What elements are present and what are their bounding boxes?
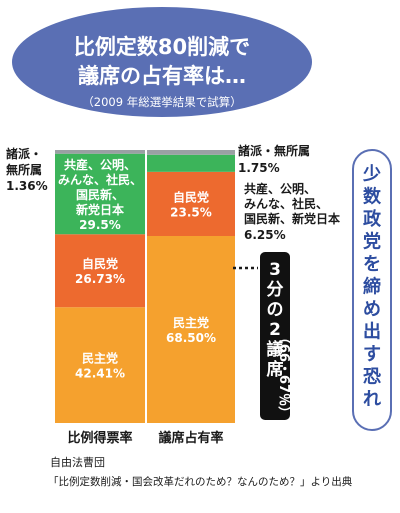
side-caption-char-10: れ	[363, 389, 381, 410]
bars-group	[55, 150, 235, 423]
category-label-0: 比例得票率	[67, 430, 132, 446]
bar-segment-1-2	[147, 154, 235, 172]
two-thirds-char-2: の	[267, 300, 284, 320]
side-caption-char-2: 政	[363, 208, 382, 230]
right-small-label-value: 6.25%	[244, 228, 286, 242]
side-caption-char-3: 党	[363, 231, 381, 253]
bar-label-1-1-1: 23.5%	[170, 205, 212, 219]
bar-label-0-2-2: 国民新、	[76, 187, 124, 202]
side-caption-char-8: す	[363, 344, 381, 365]
right-other-label-value: 1.75%	[238, 161, 280, 175]
side-caption-char-1: 数	[363, 186, 382, 208]
bar-label-0-2-3: 新党日本	[76, 202, 124, 217]
right-small-label-line-2: みんな、社民、	[244, 196, 328, 211]
bar-segment-0-1	[55, 234, 145, 308]
bar-segment-0-0	[55, 307, 145, 423]
side-caption-char-0: 少	[362, 164, 381, 185]
bar-label-0-1-1: 26.73%	[75, 272, 125, 286]
bar-labels-group: 民主党42.41%自民党26.73%共産、公明、みんな、社民、国民新、新党日本2…	[58, 157, 216, 381]
side-caption-frame	[352, 149, 392, 431]
title-bubble	[12, 7, 312, 117]
two-thirds-box	[260, 252, 290, 420]
title-line-1: 比例定数80削減で	[74, 35, 250, 59]
source-line-1: 自由法曹団	[50, 455, 105, 469]
two-thirds-value: （66・67％）	[276, 331, 292, 419]
side-caption-char-5: 締	[363, 276, 381, 298]
two-thirds-char-4: 議	[267, 339, 284, 360]
bar-label-0-2-4: 29.5%	[79, 218, 121, 232]
bar-segment-0-2	[55, 153, 145, 235]
bar-label-0-2-1: みんな、社民、	[58, 172, 142, 187]
side-caption-char-4: を	[363, 254, 381, 275]
side-caption-char-7: 出	[363, 321, 381, 343]
bar-segment-0-3	[55, 150, 145, 154]
left-other-label-value: 1.36%	[6, 179, 48, 193]
title-note: （2009 年総選挙結果で試算）	[82, 95, 241, 109]
two-thirds-char-0: 3	[269, 260, 281, 280]
bar-segment-1-3	[147, 150, 235, 155]
left-other-label-line-1: 諸派・	[6, 146, 42, 161]
bar-label-1-0-1: 68.50%	[166, 331, 216, 345]
bar-segment-1-1	[147, 171, 235, 236]
right-small-label-line-1: 共産、公明、	[244, 181, 316, 196]
right-small-label-line-3: 国民新、新党日本	[244, 211, 340, 226]
title-line-2: 議席の占有率は…	[78, 64, 246, 88]
two-thirds-char-3: 2	[269, 320, 281, 340]
bar-label-0-0-1: 42.41%	[75, 367, 125, 381]
category-label-1: 議席占有率	[158, 430, 223, 446]
bar-label-0-0-0: 民主党	[82, 351, 118, 366]
bar-label-1-1-0: 自民党	[173, 189, 209, 204]
two-thirds-char-1: 分	[267, 280, 284, 300]
left-other-label-line-2: 無所属	[6, 162, 42, 177]
bar-label-1-0-0: 民主党	[173, 315, 209, 330]
right-other-label-line-1: 諸派・無所属	[238, 143, 310, 158]
left-other-label: 諸派・ 無所属 1.36%	[6, 146, 48, 193]
right-small-label: 共産、公明、 みんな、社民、 国民新、新党日本 6.25%	[244, 181, 340, 242]
right-other-label: 諸派・無所属 1.75%	[238, 143, 310, 175]
side-caption-char-6: め	[363, 299, 381, 320]
two-thirds-char-5: 席	[267, 359, 284, 380]
bar-segment-1-0	[147, 235, 235, 423]
bar-label-0-2-0: 共産、公明、	[64, 157, 136, 172]
side-caption-char-9: 恐	[363, 367, 381, 388]
bar-label-0-1-0: 自民党	[82, 256, 118, 271]
source-line-2: 「比例定数削減・国会改革だれのため？なんのため？」より出典	[48, 475, 353, 488]
